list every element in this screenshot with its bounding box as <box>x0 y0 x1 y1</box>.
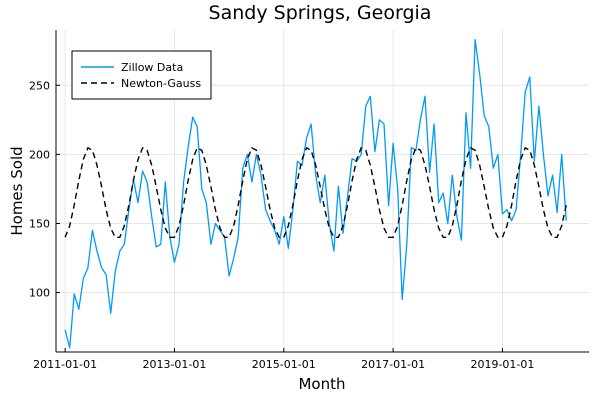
y-tick-label: 250 <box>29 79 50 92</box>
x-tick-label: 2019-01-01 <box>470 358 534 371</box>
legend-box <box>71 50 212 100</box>
legend-label-newton: Newton-Gauss <box>121 77 201 90</box>
x-axis-label: Month <box>298 375 345 393</box>
axes <box>55 30 589 353</box>
series-newton-gauss <box>64 146 567 239</box>
y-tick-label: 150 <box>29 217 50 230</box>
legend-label-zillow: Zillow Data <box>121 61 183 74</box>
chart-title: Sandy Springs, Georgia <box>209 2 432 24</box>
legend: Zillow Data Newton-Gauss <box>71 50 212 100</box>
series-zillow-data <box>64 39 567 349</box>
tick-labels: 2011-01-01 2013-01-01 2015-01-01 2017-01-01… <box>29 79 534 371</box>
series-layer <box>64 39 567 349</box>
x-tick-label: 2017-01-01 <box>361 358 425 371</box>
y-axis-label: Homes Sold <box>8 146 26 235</box>
x-tick-label: 2011-01-01 <box>33 358 97 371</box>
x-tick-label: 2015-01-01 <box>252 358 316 371</box>
y-tick-label: 100 <box>29 287 50 300</box>
y-tick-label: 200 <box>29 148 50 161</box>
x-tick-label: 2013-01-01 <box>142 358 206 371</box>
